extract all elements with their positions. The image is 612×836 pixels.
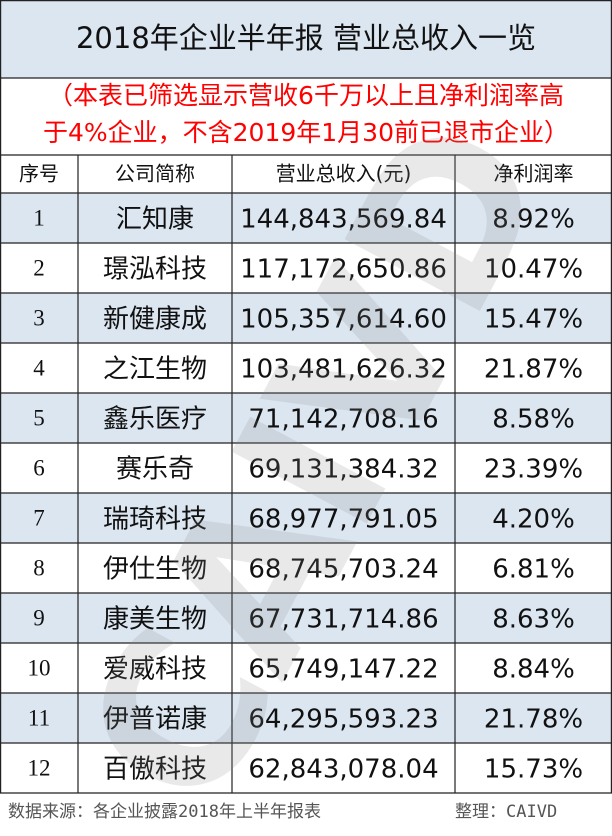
- company-name: 康美生物: [103, 605, 207, 635]
- row-number: 12: [28, 755, 51, 780]
- revenue: 67,731,714.86: [248, 605, 438, 635]
- note-band: [0, 78, 612, 155]
- footer-source: 数据来源：各企业披露2018年上半年报表: [8, 802, 321, 822]
- net-margin: 23.39%: [484, 455, 583, 485]
- company-name: 鑫乐医疗: [103, 405, 207, 435]
- row-number: 4: [33, 355, 45, 380]
- revenue: 69,131,384.32: [248, 455, 438, 485]
- row-number: 9: [33, 605, 45, 630]
- title-band: [0, 0, 612, 78]
- row-band: [0, 593, 612, 643]
- revenue: 64,295,593.23: [248, 705, 438, 735]
- row-band: [0, 493, 612, 543]
- company-name: 伊普诺康: [103, 705, 207, 735]
- net-margin: 21.78%: [484, 705, 583, 735]
- company-name: 瑞琦科技: [103, 505, 207, 535]
- revenue: 71,142,708.16: [248, 405, 438, 435]
- net-margin: 8.92%: [492, 205, 575, 235]
- row-number: 7: [33, 505, 45, 530]
- title: 2018年企业半年报 营业总收入一览: [76, 21, 536, 55]
- net-margin: 15.73%: [484, 755, 583, 785]
- header-cell: 公司简称: [115, 162, 195, 186]
- net-margin: 8.63%: [492, 605, 575, 635]
- company-name: 之江生物: [103, 355, 207, 385]
- revenue: 68,977,791.05: [248, 505, 438, 535]
- net-margin: 4.20%: [492, 505, 575, 535]
- company-name: 爱威科技: [103, 655, 207, 685]
- row-number: 8: [33, 555, 45, 580]
- net-margin: 10.47%: [484, 255, 583, 285]
- note-line: 于4%企业，不含2019年1月30前已退市企业）: [43, 118, 569, 147]
- footer-compiler: 整理：CAIVD: [455, 802, 557, 822]
- company-name: 新健康成: [103, 305, 207, 335]
- company-name: 赛乐奇: [116, 455, 194, 485]
- row-number: 10: [28, 655, 51, 680]
- company-name: 汇知康: [116, 205, 194, 235]
- net-margin: 8.84%: [492, 655, 575, 685]
- revenue: 105,357,614.60: [240, 305, 447, 335]
- company-name: 璟泓科技: [103, 255, 207, 285]
- row-band: [0, 393, 612, 443]
- note-line: （本表已筛选显示营收6千万以上且净利润率高: [48, 81, 564, 110]
- row-band: [0, 293, 612, 343]
- row-band: [0, 693, 612, 743]
- header-cell: 营业总收入(元): [276, 162, 412, 186]
- net-margin: 8.58%: [492, 405, 575, 435]
- revenue: 65,749,147.22: [248, 655, 438, 685]
- revenue: 144,843,569.84: [240, 205, 447, 235]
- revenue: 62,843,078.04: [248, 755, 438, 785]
- row-number: 3: [33, 305, 45, 330]
- revenue: 117,172,650.86: [240, 255, 447, 285]
- row-number: 2: [33, 255, 45, 280]
- header-cell: 序号: [19, 162, 59, 186]
- row-number: 11: [28, 705, 50, 730]
- company-name: 百傲科技: [103, 755, 207, 785]
- table: 序号 公司简称 营业总收入(元) 净利润率 1 汇知康 144,843,569.84 8.92…: [0, 0, 612, 794]
- row-number: 5: [33, 405, 45, 430]
- net-margin: 15.47%: [484, 305, 583, 335]
- row-band: [0, 193, 612, 243]
- net-margin: 6.81%: [492, 555, 575, 585]
- revenue: 103,481,626.32: [240, 355, 447, 385]
- row-number: 1: [33, 205, 45, 230]
- revenue: 68,745,703.24: [248, 555, 438, 585]
- net-margin: 21.87%: [484, 355, 583, 385]
- row-number: 6: [33, 455, 45, 480]
- company-name: 伊仕生物: [103, 555, 207, 585]
- header-cell: 净利润率: [494, 162, 574, 186]
